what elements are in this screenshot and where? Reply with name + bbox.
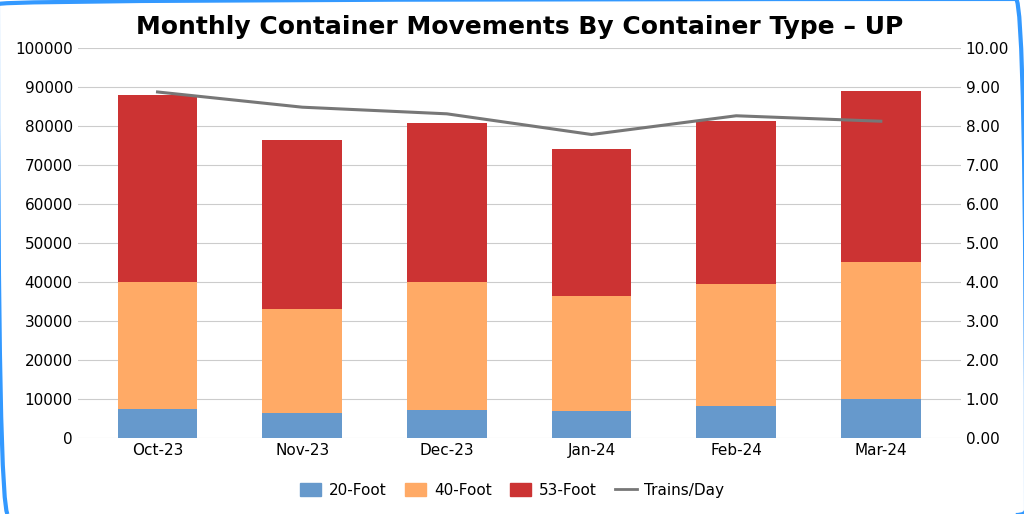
Bar <box>262 413 342 438</box>
Bar <box>696 121 776 284</box>
Bar <box>408 410 486 438</box>
Bar <box>408 282 486 410</box>
Trains/Day <box>296 104 308 111</box>
Trains/Day <box>874 118 887 124</box>
Title: Monthly Container Movements By Container Type – UP: Monthly Container Movements By Container… <box>135 15 903 39</box>
Bar <box>118 409 198 438</box>
Trains/Day <box>440 111 453 117</box>
Bar <box>696 406 776 438</box>
Legend: 20-Foot, 40-Foot, 53-Foot, Trains/Day: 20-Foot, 40-Foot, 53-Foot, Trains/Day <box>294 476 730 504</box>
Bar <box>408 123 486 282</box>
Bar <box>841 399 921 438</box>
Bar <box>262 140 342 309</box>
Trains/Day <box>152 89 164 95</box>
Bar <box>552 411 632 438</box>
Bar <box>841 91 921 263</box>
Bar <box>841 263 921 399</box>
Bar <box>696 284 776 406</box>
Bar <box>118 95 198 282</box>
Trains/Day <box>586 132 598 138</box>
Bar <box>262 309 342 413</box>
Bar <box>552 149 632 296</box>
Line: Trains/Day: Trains/Day <box>158 92 881 135</box>
Bar <box>118 282 198 409</box>
Bar <box>552 296 632 411</box>
Trains/Day <box>730 113 742 119</box>
